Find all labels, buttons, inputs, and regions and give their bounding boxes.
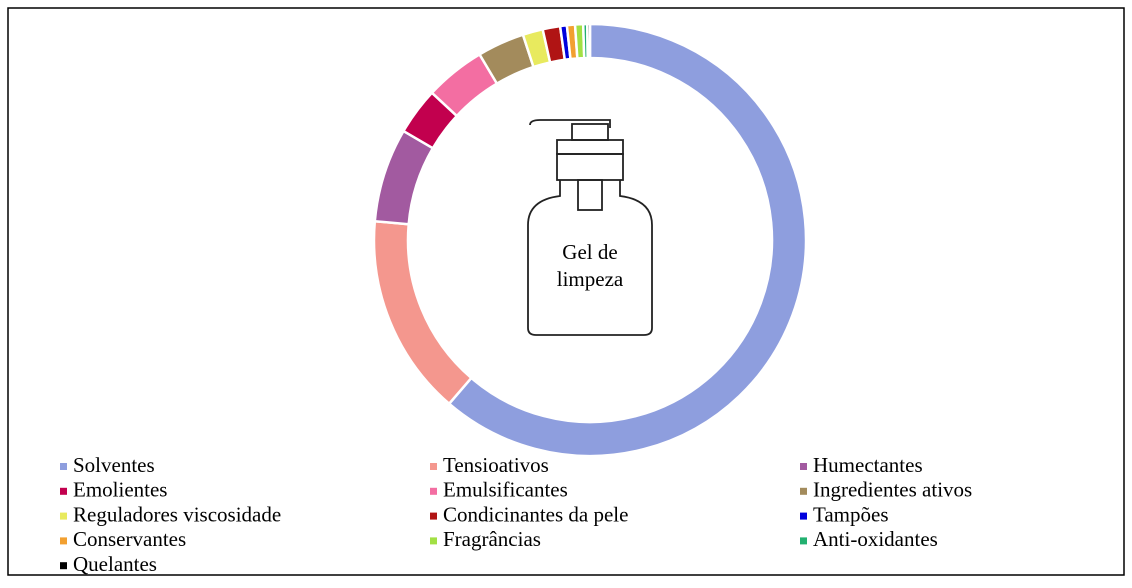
center-label: limpeza (557, 267, 624, 291)
legend-swatch (800, 487, 807, 495)
legend-label: Tampões (813, 502, 889, 526)
bottle-icon (527, 119, 653, 336)
legend-label: Ingredientes ativos (813, 478, 972, 502)
legend-swatch (60, 537, 67, 545)
donut-segment (586, 22, 592, 60)
legend-label: Humectantes (813, 453, 923, 477)
legend-label: Solventes (73, 453, 155, 477)
legend-label: Reguladores viscosidade (73, 502, 281, 526)
legend-swatch (60, 463, 67, 470)
legend-label: Fragrâncias (443, 527, 541, 551)
legend-label: Tensioativos (443, 453, 549, 477)
legend-swatch (60, 562, 67, 570)
legend-swatch (60, 487, 67, 495)
legend-swatch (60, 512, 67, 520)
donut-segment (447, 22, 808, 458)
legend-label: Emulsificantes (443, 478, 568, 502)
legend-swatch (430, 487, 437, 495)
legend-label: Emolientes (73, 478, 167, 502)
legend-swatch (800, 537, 807, 545)
legend-swatch (430, 512, 437, 520)
legend-label: Condicinantes da pele (443, 502, 628, 526)
center-label: Gel de (562, 240, 617, 264)
legend-swatch (800, 512, 807, 520)
legend-label: Quelantes (73, 552, 157, 576)
legend-label: Anti-oxidantes (813, 527, 938, 551)
legend-swatch (800, 463, 807, 470)
legend-swatch (430, 463, 437, 470)
legend-swatch (430, 537, 437, 545)
chart-border (7, 7, 1125, 576)
legend-label: Conservantes (73, 527, 186, 551)
